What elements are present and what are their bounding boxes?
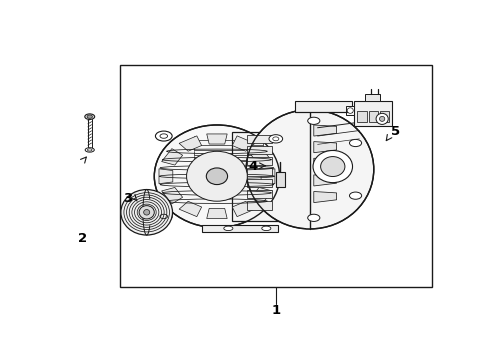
Polygon shape (314, 158, 337, 169)
Ellipse shape (155, 131, 172, 141)
Polygon shape (314, 125, 337, 136)
Polygon shape (207, 134, 227, 144)
Ellipse shape (376, 113, 388, 125)
Bar (247, 190, 272, 198)
Bar (247, 157, 272, 165)
Bar (276, 172, 285, 187)
Polygon shape (261, 169, 275, 184)
Polygon shape (179, 136, 201, 151)
Bar (357, 111, 367, 122)
Bar (232, 132, 285, 221)
Polygon shape (232, 136, 255, 151)
Text: 5: 5 (391, 125, 400, 138)
Ellipse shape (187, 151, 247, 201)
Polygon shape (251, 149, 272, 165)
Bar (247, 146, 272, 154)
Ellipse shape (347, 108, 353, 113)
Ellipse shape (313, 150, 352, 183)
Text: 4: 4 (248, 160, 258, 173)
Ellipse shape (155, 211, 172, 221)
Bar (365, 94, 380, 102)
Ellipse shape (308, 117, 320, 125)
Bar (202, 225, 278, 232)
Polygon shape (314, 141, 337, 153)
Ellipse shape (139, 206, 154, 219)
Polygon shape (314, 175, 337, 186)
Polygon shape (179, 201, 201, 217)
Ellipse shape (144, 210, 150, 215)
Bar (247, 168, 272, 176)
Bar (295, 102, 352, 112)
Bar (247, 135, 272, 143)
Bar (346, 105, 354, 115)
Polygon shape (232, 201, 255, 217)
Bar (306, 110, 310, 229)
Bar (120, 66, 432, 287)
Ellipse shape (262, 226, 271, 231)
Polygon shape (159, 169, 173, 184)
Bar (380, 111, 390, 122)
Ellipse shape (349, 192, 362, 199)
Bar (247, 201, 272, 210)
Ellipse shape (206, 168, 227, 185)
Ellipse shape (269, 135, 283, 143)
Ellipse shape (349, 139, 362, 147)
Polygon shape (162, 149, 183, 165)
Ellipse shape (308, 214, 320, 221)
Text: 1: 1 (271, 304, 280, 317)
Ellipse shape (121, 190, 172, 235)
Bar (247, 179, 272, 187)
Polygon shape (207, 208, 227, 219)
Text: 2: 2 (77, 232, 87, 245)
Ellipse shape (246, 110, 374, 229)
Polygon shape (314, 192, 337, 203)
Ellipse shape (85, 148, 94, 152)
Polygon shape (162, 188, 183, 204)
Ellipse shape (379, 116, 385, 121)
Ellipse shape (320, 157, 345, 176)
Bar (369, 111, 378, 122)
Polygon shape (251, 188, 272, 204)
Ellipse shape (154, 125, 280, 228)
Ellipse shape (87, 115, 93, 118)
Bar (354, 102, 392, 126)
Text: 3: 3 (123, 192, 132, 205)
Ellipse shape (224, 226, 233, 231)
Ellipse shape (85, 114, 95, 120)
